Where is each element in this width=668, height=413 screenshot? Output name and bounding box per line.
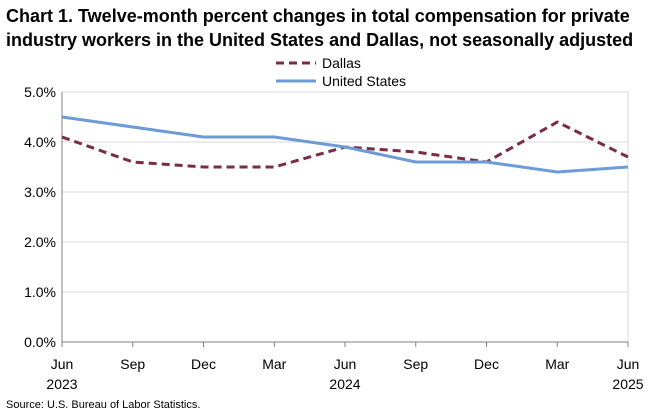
y-tick-label: 2.0% bbox=[24, 234, 56, 250]
x-tick-label: Mar bbox=[262, 356, 286, 372]
legend-label-united-states: United States bbox=[322, 73, 406, 89]
x-tick-label: Sep bbox=[120, 356, 145, 372]
chart-title: Chart 1. Twelve-month percent changes in… bbox=[6, 4, 656, 52]
y-tick-label: 1.0% bbox=[24, 284, 56, 300]
y-tick-label: 4.0% bbox=[24, 134, 56, 150]
x-tick-label: Jun bbox=[334, 356, 357, 372]
chart-title-line-1: Chart 1. Twelve-month percent changes in… bbox=[6, 6, 630, 26]
series-line-united-states bbox=[61, 115, 629, 174]
plot-area: 0.0% 1.0% 2.0% 3.0% 4.0% 5.0% Jun Sep Dec Mar Jun S… bbox=[24, 84, 644, 392]
x-tick-label: Dec bbox=[191, 356, 216, 372]
x-tick-label: Mar bbox=[545, 356, 569, 372]
y-tick-label: 0.0% bbox=[24, 334, 56, 350]
y-tick-label: 5.0% bbox=[24, 84, 56, 100]
x-tick-label: Jun bbox=[51, 356, 74, 372]
x-tick-label: Jun bbox=[617, 356, 640, 372]
legend: Dallas United States bbox=[276, 55, 406, 89]
x-tick-label: Dec bbox=[474, 356, 499, 372]
x-tick-label: Sep bbox=[403, 356, 428, 372]
legend-label-dallas: Dallas bbox=[322, 55, 361, 71]
x-year-label: 2023 bbox=[46, 376, 77, 392]
chart-title-line-2: industry workers in the United States an… bbox=[6, 30, 634, 50]
y-tick-label: 3.0% bbox=[24, 184, 56, 200]
x-year-label: 2024 bbox=[329, 376, 360, 392]
x-year-label: 2025 bbox=[612, 376, 643, 392]
source-note: Source: U.S. Bureau of Labor Statistics. bbox=[6, 399, 201, 411]
